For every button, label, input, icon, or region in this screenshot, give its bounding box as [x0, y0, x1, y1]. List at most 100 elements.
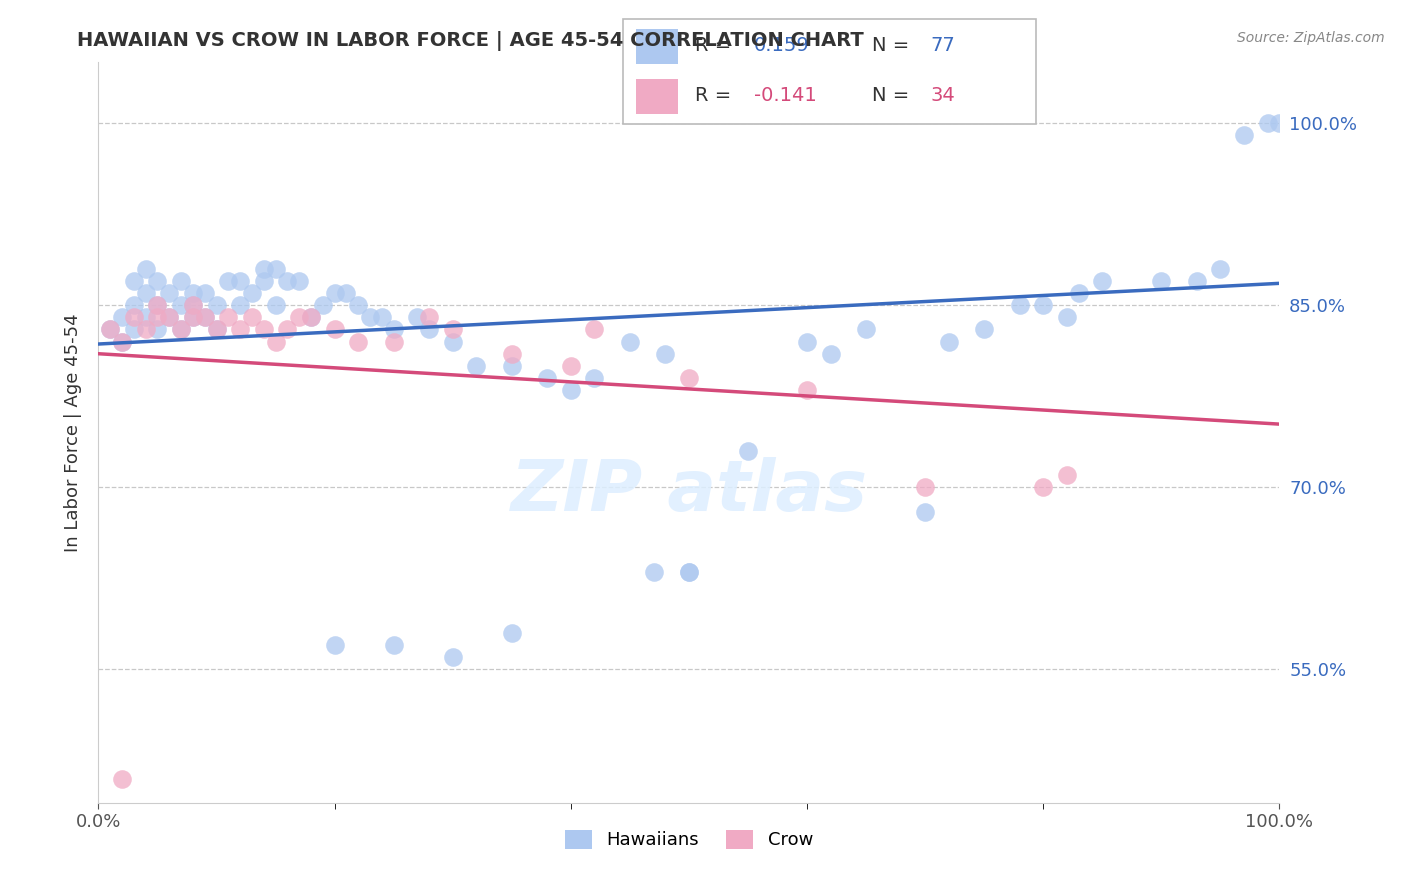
Text: R =: R = [695, 37, 731, 55]
Point [299, 310, 322, 325]
Text: N =: N = [872, 87, 908, 105]
Point [181, 286, 204, 301]
Point [1185, 274, 1208, 288]
Point [122, 298, 145, 312]
Point [146, 298, 169, 312]
Point [465, 359, 488, 373]
Point [111, 772, 134, 786]
Point [501, 359, 523, 373]
Point [1008, 298, 1031, 312]
Point [170, 322, 193, 336]
Point [323, 638, 346, 652]
Text: R =: R = [695, 87, 731, 105]
Text: N =: N = [872, 37, 908, 55]
Point [111, 310, 134, 325]
Point [194, 310, 217, 325]
Point [1032, 480, 1054, 494]
Point [288, 274, 311, 288]
Point [1209, 261, 1232, 276]
Point [335, 286, 357, 301]
Point [312, 298, 335, 312]
Point [371, 310, 394, 325]
Point [264, 334, 287, 349]
Text: ZIP atlas: ZIP atlas [510, 458, 868, 526]
Point [382, 638, 405, 652]
Point [914, 504, 936, 518]
Point [1091, 274, 1114, 288]
Point [583, 371, 606, 385]
Point [135, 261, 157, 276]
Point [111, 334, 134, 349]
Point [181, 310, 204, 325]
Point [1150, 274, 1173, 288]
Point [1032, 298, 1054, 312]
Point [1257, 116, 1279, 130]
Point [194, 310, 217, 325]
Point [135, 310, 157, 325]
Point [205, 322, 228, 336]
Point [560, 383, 582, 397]
Point [536, 371, 558, 385]
Point [1233, 128, 1256, 143]
Point [1067, 286, 1090, 301]
Point [1268, 116, 1291, 130]
Point [157, 286, 180, 301]
Point [229, 274, 252, 288]
Point [382, 334, 405, 349]
Point [122, 274, 145, 288]
Point [229, 298, 252, 312]
Point [170, 322, 193, 336]
Point [181, 298, 204, 312]
Text: 34: 34 [931, 87, 956, 105]
Point [678, 565, 700, 579]
FancyBboxPatch shape [623, 19, 1036, 124]
Point [619, 334, 641, 349]
Point [418, 310, 440, 325]
Point [122, 310, 145, 325]
Point [205, 298, 228, 312]
Point [264, 298, 287, 312]
Point [973, 322, 995, 336]
Point [796, 383, 818, 397]
Point [98, 322, 121, 336]
Point [205, 322, 228, 336]
Point [122, 322, 145, 336]
Point [347, 298, 370, 312]
Point [406, 310, 429, 325]
Point [276, 322, 298, 336]
Point [796, 334, 818, 349]
Point [253, 274, 276, 288]
Point [323, 322, 346, 336]
Point [146, 298, 169, 312]
Point [157, 310, 180, 325]
Point [181, 298, 204, 312]
Text: 0.159: 0.159 [754, 37, 810, 55]
Point [264, 261, 287, 276]
Bar [636, 29, 678, 64]
Point [347, 334, 370, 349]
Point [194, 286, 217, 301]
Point [820, 347, 842, 361]
Point [914, 480, 936, 494]
Point [240, 310, 263, 325]
Point [1056, 468, 1078, 483]
Point [98, 322, 121, 336]
Point [501, 347, 523, 361]
Point [170, 298, 193, 312]
Point [229, 322, 252, 336]
Text: HAWAIIAN VS CROW IN LABOR FORCE | AGE 45-54 CORRELATION CHART: HAWAIIAN VS CROW IN LABOR FORCE | AGE 45… [77, 31, 865, 51]
Text: Source: ZipAtlas.com: Source: ZipAtlas.com [1237, 31, 1385, 45]
Point [135, 286, 157, 301]
Point [441, 322, 464, 336]
Point [382, 322, 405, 336]
Point [217, 310, 239, 325]
Point [323, 286, 346, 301]
Point [253, 261, 276, 276]
Point [737, 443, 759, 458]
Point [146, 322, 169, 336]
Y-axis label: In Labor Force | Age 45-54: In Labor Force | Age 45-54 [63, 313, 82, 552]
Point [441, 650, 464, 665]
Text: -0.141: -0.141 [754, 87, 817, 105]
Point [146, 310, 169, 325]
Point [678, 371, 700, 385]
